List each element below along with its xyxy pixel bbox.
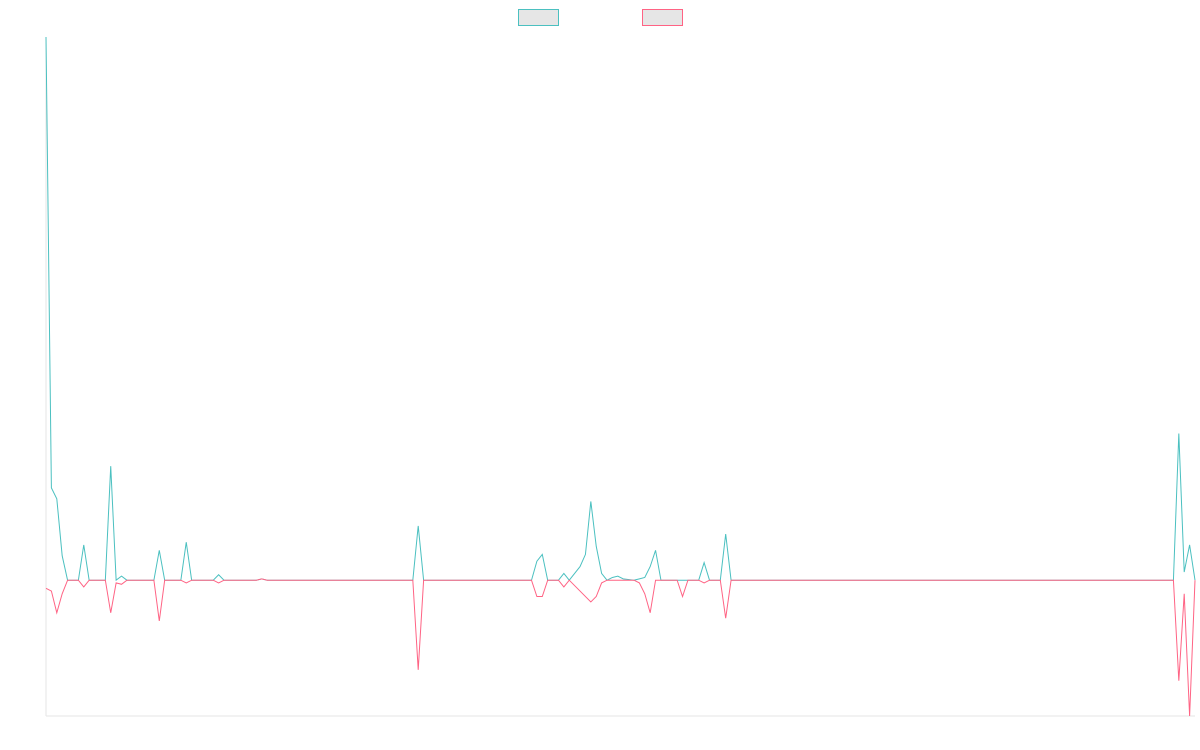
- legend: [518, 9, 683, 26]
- legend-swatch-1[interactable]: [518, 9, 559, 26]
- series-line-1: [45, 36, 1196, 582]
- axes: [45, 37, 1195, 717]
- legend-swatch-2[interactable]: [642, 9, 683, 26]
- series-layer: [45, 36, 1196, 717]
- series-line-2: [45, 578, 1196, 717]
